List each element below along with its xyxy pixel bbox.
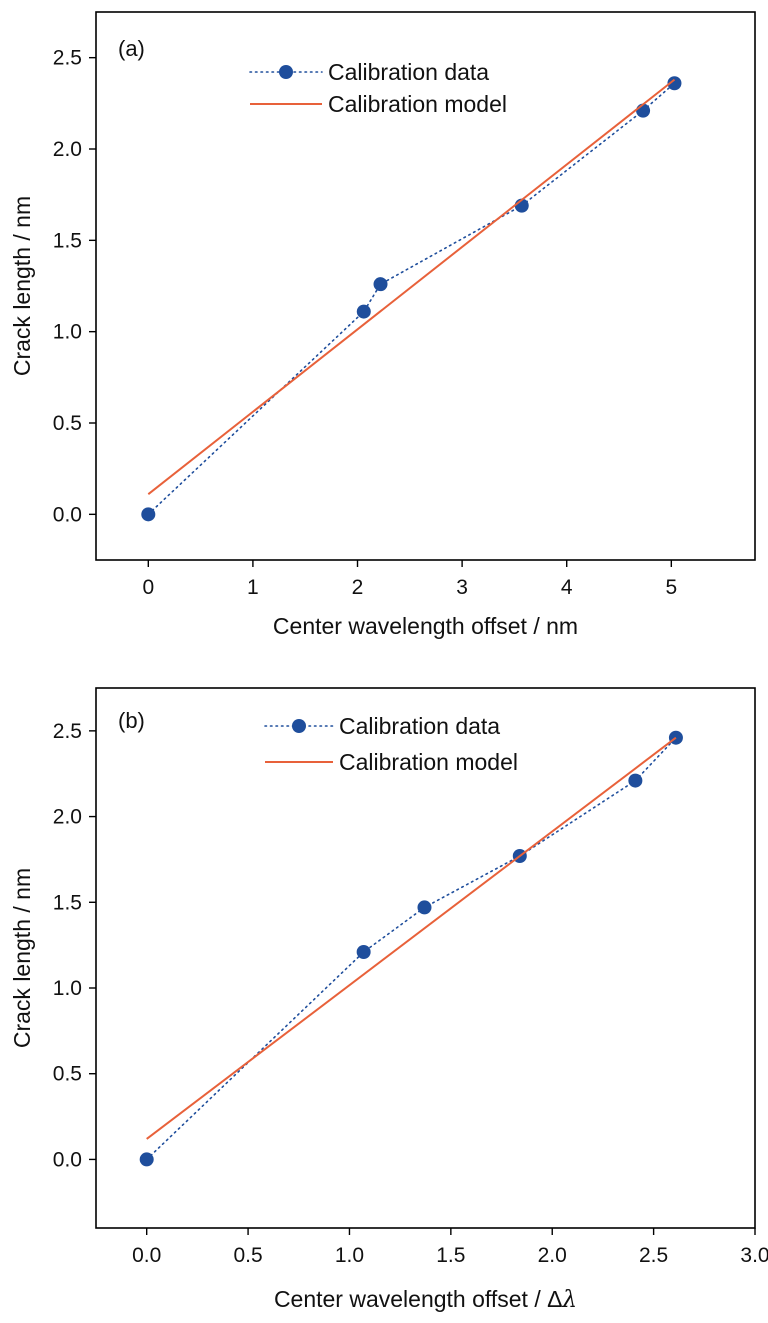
calibration-data-point — [636, 103, 651, 118]
plot-frame — [95, 687, 756, 1229]
x-tick-label: 1.5 — [436, 1244, 465, 1267]
calibration-data-point — [141, 507, 156, 522]
panel-a: 0 1 2 3 4 5 0.0 0.5 1.0 1.5 2.0 2.5 Center wavelengt… — [9, 11, 756, 639]
x-axis-label-symbol: λ — [561, 1287, 577, 1313]
y-tick-label: 2.5 — [53, 47, 82, 70]
x-tick-label: 4 — [561, 576, 573, 599]
y-axis-label: Crack length / nm — [9, 196, 35, 376]
y-tick-label: 0.5 — [53, 412, 82, 435]
y-tick-label: 0.5 — [53, 1063, 82, 1086]
x-axis-label-text: Center wavelength offset / Δ — [274, 1286, 563, 1312]
calibration-data-line — [147, 82, 676, 516]
legend-label: Calibration data — [339, 713, 500, 739]
y-tick-label: 2.0 — [53, 138, 82, 161]
calibration-model-line — [147, 78, 676, 495]
calibration-data-point — [667, 76, 682, 91]
y-axis-label: Crack length / nm — [9, 868, 35, 1048]
y-tick-label: 0.0 — [53, 1148, 82, 1171]
x-tick-label: 3 — [456, 576, 468, 599]
calibration-model-line — [146, 736, 677, 1140]
calibration-data-point — [628, 773, 643, 788]
x-axis-label: Center wavelength offset / Δλ — [274, 1286, 577, 1313]
calibration-data-point — [356, 945, 371, 959]
panel-b: 0.0 0.5 1.0 1.5 2.0 2.5 3.0 0.0 0.5 1.0 1.5 2.0 2.5 C… — [9, 687, 768, 1313]
calibration-data-point — [356, 304, 371, 319]
legend-data-swatch-marker — [279, 65, 293, 79]
y-tick-label: 2.5 — [53, 720, 82, 743]
x-tick-label: 1 — [247, 576, 259, 599]
y-tick-label: 1.5 — [53, 229, 82, 252]
legend: Calibration data Calibration model — [264, 713, 518, 775]
x-tick-label: 0.5 — [233, 1244, 262, 1267]
y-tick-label: 1.0 — [53, 977, 82, 1000]
y-tick-label: 2.0 — [53, 806, 82, 829]
legend-data-swatch-marker — [292, 719, 306, 733]
legend: Calibration data Calibration model — [249, 59, 507, 117]
legend-label: Calibration model — [328, 91, 507, 117]
x-tick-label: 0 — [142, 576, 154, 599]
y-tick-label: 0.0 — [53, 503, 82, 526]
x-axis-label-text: Center wavelength offset / nm — [273, 613, 578, 639]
calibration-data-point — [373, 277, 388, 292]
x-tick-label: 0.0 — [132, 1244, 161, 1267]
y-tick-label: 1.5 — [53, 891, 82, 914]
x-tick-label: 2 — [352, 576, 364, 599]
plot-frame — [95, 11, 756, 561]
x-tick-label: 1.0 — [335, 1244, 364, 1267]
calibration-data-line — [145, 736, 677, 1161]
y-tick-label: 1.0 — [53, 321, 82, 344]
legend-label: Calibration model — [339, 749, 518, 775]
x-tick-label: 2.0 — [538, 1244, 567, 1267]
x-tick-label: 2.5 — [639, 1244, 668, 1267]
x-axis-label: Center wavelength offset / nm — [273, 613, 578, 639]
calibration-data-point — [417, 900, 432, 915]
panel-label: (b) — [118, 708, 145, 733]
legend-label: Calibration data — [328, 59, 489, 85]
x-tick-label: 5 — [665, 576, 677, 599]
calibration-data-point — [139, 1152, 154, 1167]
x-tick-label: 3.0 — [740, 1244, 768, 1267]
panel-label: (a) — [118, 36, 145, 61]
